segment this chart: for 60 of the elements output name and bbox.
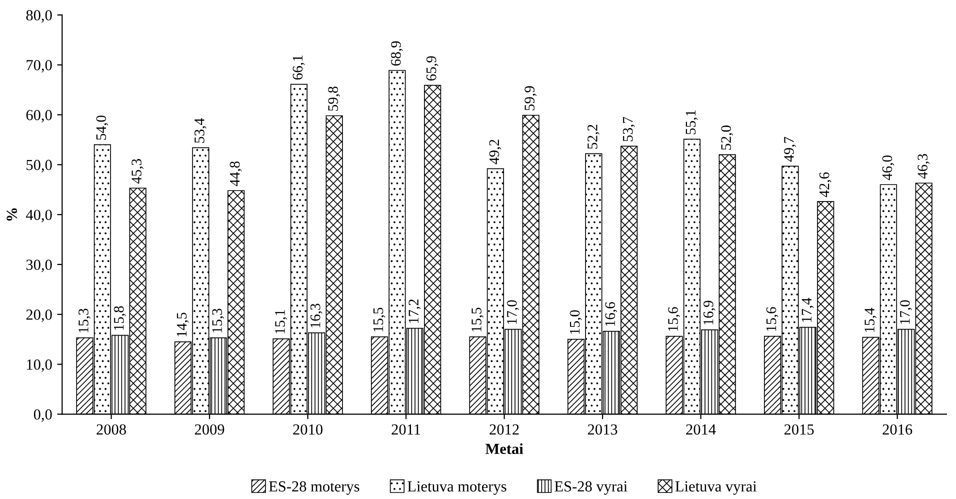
data-label: 68,9 <box>391 41 403 66</box>
data-label: 53,7 <box>622 116 635 142</box>
data-label: 14,5 <box>176 312 189 336</box>
x-tick-label: 2010 <box>293 424 322 435</box>
data-label: 46,0 <box>882 156 894 180</box>
x-tick-label: 2015 <box>784 424 814 435</box>
data-label: 54,0 <box>96 116 108 140</box>
data-label: 49,2 <box>489 140 502 164</box>
data-label: 17,2 <box>408 299 421 323</box>
x-tick-label: 2014 <box>686 424 716 435</box>
data-label: 15,5 <box>373 308 386 332</box>
data-label: 66,1 <box>292 56 305 80</box>
data-label: 52,0 <box>721 126 734 150</box>
data-label: 15,6 <box>766 307 778 331</box>
data-label: 45,3 <box>132 159 144 184</box>
y-tick-label: 30,0 <box>26 260 52 272</box>
data-label: 15,4 <box>864 308 877 332</box>
data-label: 52,2 <box>588 124 600 149</box>
y-tick-label: 10,0 <box>27 359 52 372</box>
data-label: 59,9 <box>524 86 537 110</box>
legend-label: Lietuva vyrai <box>675 481 757 495</box>
x-tick-label: 2011 <box>392 424 420 435</box>
data-label: 15,6 <box>668 307 680 331</box>
y-tick-label: 80,0 <box>26 10 52 23</box>
data-label: 15,8 <box>114 306 126 330</box>
data-label: 15,0 <box>570 310 582 334</box>
data-label: 15,5 <box>472 308 484 332</box>
x-axis-title: Metai <box>485 443 524 454</box>
y-tick-label: 20,0 <box>26 310 52 322</box>
data-label: 55,1 <box>686 110 698 134</box>
data-label: 15,1 <box>275 310 287 334</box>
data-label: 46,3 <box>918 154 930 179</box>
data-label: 42,6 <box>819 172 832 198</box>
x-tick-label: 2016 <box>882 424 912 435</box>
data-label: 17,0 <box>506 300 519 324</box>
data-label: 16,9 <box>703 300 716 324</box>
y-tick-label: 40,0 <box>26 210 52 222</box>
data-label: 15,3 <box>78 308 90 332</box>
x-tick-label: 2012 <box>490 424 519 435</box>
x-tick-label: 2009 <box>194 424 224 435</box>
data-label: 17,0 <box>900 300 912 324</box>
data-label: 65,9 <box>426 56 438 81</box>
legend-label: ES-28 moterys <box>268 481 360 495</box>
legend-label: ES-28 vyrai <box>554 481 628 495</box>
x-tick-label: 2013 <box>588 424 618 435</box>
y-tick-label: 70,0 <box>26 60 52 73</box>
data-label: 44,8 <box>230 161 242 186</box>
data-label: 59,8 <box>328 86 340 111</box>
y-tick-label: 60,0 <box>26 110 52 122</box>
data-label: 16,3 <box>310 304 322 328</box>
legend-label: Lietuva moterys <box>408 481 506 495</box>
data-label: 53,4 <box>194 118 206 143</box>
x-tick-label: 2008 <box>96 424 126 435</box>
y-tick-label: 0,0 <box>34 409 52 422</box>
y-axis-title: % <box>6 208 18 221</box>
data-label: 17,4 <box>802 298 814 322</box>
y-tick-label: 50,0 <box>26 160 52 172</box>
data-label: 49,7 <box>784 136 796 162</box>
data-label: 16,6 <box>605 302 618 326</box>
data-label: 15,3 <box>212 308 224 332</box>
